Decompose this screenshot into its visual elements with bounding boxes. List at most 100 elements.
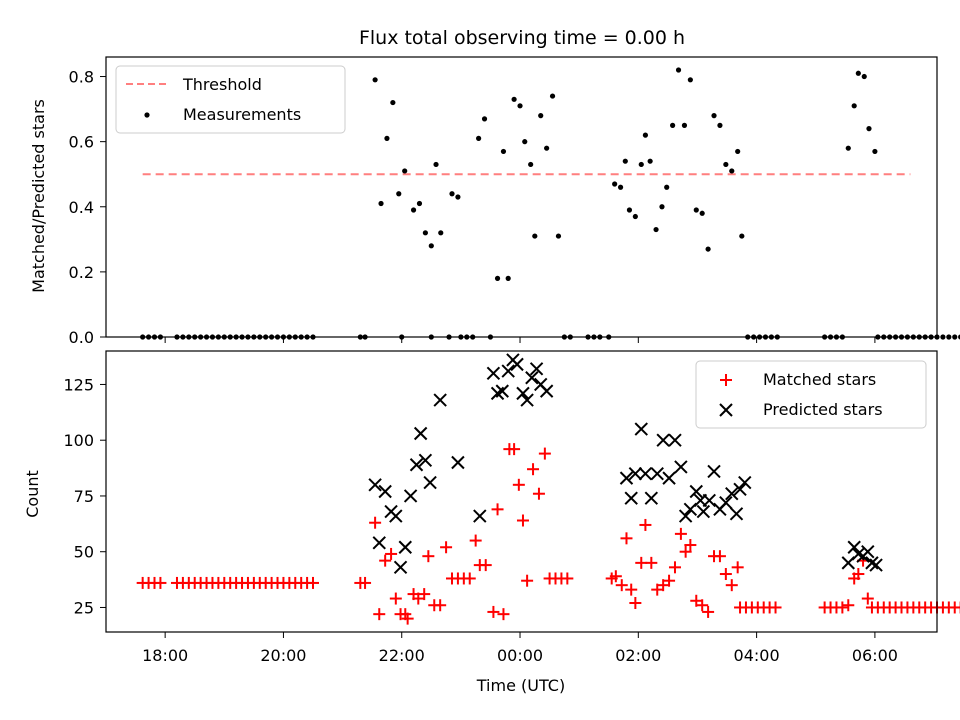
x-tick-label: 06:00	[852, 646, 898, 665]
matched-star-point	[684, 539, 697, 552]
matched-star-point	[491, 503, 504, 516]
predicted-star-point	[733, 482, 747, 496]
matched-star-point	[852, 568, 865, 581]
measurement-point	[528, 161, 534, 168]
predicted-star-point	[725, 487, 739, 501]
matched-star-point	[538, 447, 551, 460]
top-y-tick-label: 0.0	[69, 328, 94, 347]
matched-star-point	[696, 599, 709, 612]
matched-star-point	[668, 561, 681, 574]
matched-star-point	[731, 561, 744, 574]
predicted-star-point	[702, 493, 716, 508]
bottom-panel: Count Time (UTC) 25 50 75 100 125 18:00 20:00…	[23, 350, 960, 695]
matched-star-point	[422, 550, 435, 563]
matched-star-point	[463, 572, 476, 585]
measurement-point	[642, 132, 649, 138]
predicted-star-point	[525, 371, 539, 385]
matched-star-point	[635, 556, 648, 569]
measurement-point	[866, 126, 872, 132]
measurement-point	[455, 194, 461, 200]
measurement-point	[729, 168, 735, 174]
matched-star-point	[954, 601, 960, 614]
predicted-star-point	[501, 364, 515, 378]
predicted-star-point	[409, 458, 424, 472]
matched-star-point	[629, 597, 642, 610]
bottom-legend: Matched stars Predicted stars	[695, 360, 927, 429]
measurement-point	[946, 334, 952, 340]
matched-star-point	[861, 592, 874, 605]
measurement-point	[522, 139, 528, 145]
predicted-star-point	[624, 491, 638, 505]
predicted-star-point	[861, 545, 875, 559]
measurement-point	[861, 73, 867, 80]
measurement-point	[675, 67, 682, 73]
x-tick-label: 00:00	[497, 646, 543, 665]
measurement-point	[717, 122, 723, 128]
legend-matched-label: Matched stars	[763, 370, 876, 389]
measurement-point	[612, 181, 618, 187]
matched-star-point	[663, 574, 676, 587]
measurement-point	[422, 230, 428, 236]
measurement-point	[517, 103, 523, 109]
measurement-point	[670, 122, 676, 128]
predicted-star-point	[656, 433, 670, 447]
bottom-axes-frame	[105, 350, 938, 633]
predicted-star-point	[634, 422, 648, 436]
predicted-star-point	[668, 433, 682, 447]
measurement-point	[739, 233, 745, 239]
matched-star-point	[842, 599, 855, 612]
measurement-point	[681, 122, 688, 128]
legend-measurements-swatch	[144, 112, 150, 118]
predicted-star-point	[662, 471, 676, 485]
predicted-star-point	[650, 466, 664, 481]
matched-star-point	[620, 532, 633, 545]
matched-star-point	[639, 518, 652, 531]
measurement-point	[659, 204, 665, 210]
top-y-tick-label: 0.2	[69, 263, 94, 282]
predicted-star-point	[719, 495, 733, 510]
measurement-point	[723, 161, 729, 168]
measurement-point	[632, 213, 638, 220]
matched-star-point	[713, 550, 726, 563]
measurement-point	[711, 113, 717, 119]
matched-star-point	[389, 592, 402, 605]
measurement-point	[845, 145, 851, 151]
matched-star-point	[516, 514, 529, 527]
predicted-star-point	[413, 426, 428, 441]
predicted-star-point	[678, 509, 693, 523]
x-tick-label: 20:00	[260, 646, 306, 665]
chart-title: Flux total observing time = 0.00 h	[359, 27, 685, 49]
matched-star-point	[769, 601, 782, 614]
measurement-point	[693, 207, 699, 213]
predicted-star-point	[418, 453, 433, 467]
predicted-star-point	[516, 386, 530, 401]
matched-star-point	[418, 588, 431, 601]
matched-star-point	[369, 516, 382, 529]
matched-star-point	[385, 547, 398, 560]
measurement-point	[622, 158, 628, 164]
bottom-y-tick-label: 125	[63, 375, 94, 394]
measurement-point	[402, 168, 408, 174]
predicted-star-point	[628, 466, 643, 481]
top-y-tick-label: 0.4	[69, 198, 94, 217]
matched-star-point	[674, 527, 687, 540]
top-legend-box	[115, 65, 346, 134]
measurement-point	[952, 334, 958, 340]
measurement-point	[544, 145, 550, 151]
measurement-point	[428, 243, 434, 249]
matched-star-point	[645, 556, 658, 569]
matched-star-point	[521, 574, 534, 587]
measurement-point	[532, 233, 538, 239]
measurement-point	[481, 116, 488, 122]
x-tick-label: 18:00	[142, 646, 188, 665]
bottom-y-tick-label: 100	[63, 431, 94, 450]
measurement-point	[664, 184, 670, 190]
matched-star-point	[512, 478, 525, 491]
top-panel: Flux total observing time = 0.00 h Match…	[29, 27, 960, 347]
matched-star-point	[379, 554, 392, 567]
matched-star-point	[725, 579, 738, 592]
measurement-point	[538, 113, 544, 119]
bottom-y-tick-label: 25	[74, 598, 94, 617]
